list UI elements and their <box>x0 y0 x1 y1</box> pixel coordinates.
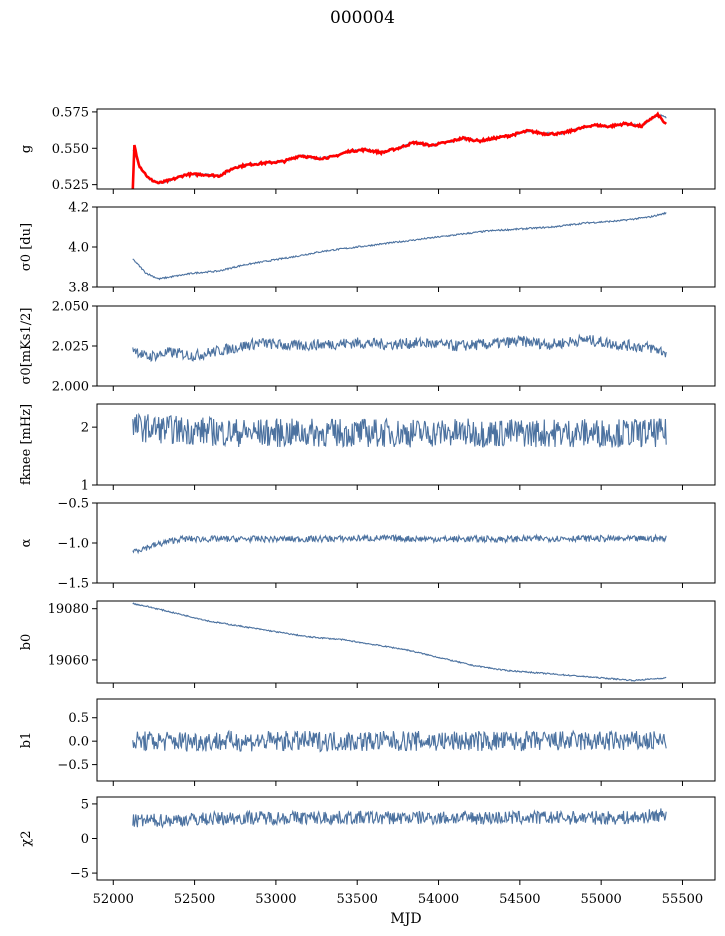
series-line-8-1 <box>132 808 667 829</box>
panel-6: 19060 19080 b0 <box>19 600 716 688</box>
panel-3: 2.000 2.025 2.050 σ0[mKs1/2] <box>19 300 716 395</box>
y-tick-label-3-2: 2.025 <box>52 340 89 355</box>
x-axis-label: MJD <box>390 911 421 927</box>
y-tick-label-5-2: −1.0 <box>57 537 89 552</box>
y-axis-label-5: α <box>19 538 34 547</box>
series-line-7-1 <box>132 729 667 753</box>
y-tick-label-5-1: −1.5 <box>57 577 89 592</box>
y-tick-label-6-2: 19080 <box>48 602 89 617</box>
x-tick-label-7: 55000 <box>580 892 621 907</box>
y-tick-label-5-3: −0.5 <box>57 497 89 512</box>
y-tick-label-3-1: 2.000 <box>52 380 89 395</box>
y-tick-label-6-1: 19060 <box>48 653 89 668</box>
series-line-6-1 <box>132 602 667 682</box>
y-tick-label-4-1: 1 <box>81 479 89 494</box>
series-line-5-1 <box>132 533 667 555</box>
y-tick-label-3-3: 2.050 <box>52 300 89 315</box>
series-line-4-1 <box>132 412 667 449</box>
y-tick-label-2-3: 4.2 <box>68 201 89 216</box>
x-tick-label-4: 53500 <box>337 892 378 907</box>
panel-5: −1.5 −1.0 −0.5 α <box>19 497 716 592</box>
y-axis-label-6: b0 <box>19 634 34 651</box>
x-tick-label-2: 52500 <box>174 892 215 907</box>
y-axis-label-7: b1 <box>19 732 34 749</box>
panel-1: 0.525 0.550 0.575 g <box>19 105 716 194</box>
figure-title: 000004 <box>330 8 395 28</box>
x-tick-label-6: 54500 <box>499 892 540 907</box>
y-tick-label-8-2: 0 <box>81 832 89 847</box>
x-tick-label-5: 54000 <box>418 892 459 907</box>
axes-frame-6 <box>96 600 716 684</box>
y-axis-label-3: σ0[mKs1/2] <box>19 308 34 385</box>
series-line-3-1 <box>132 333 667 363</box>
y-tick-label-1-2: 0.550 <box>52 142 89 157</box>
panel-4: 1 2 fknee [mHz] <box>19 403 716 494</box>
y-tick-label-8-1: −5 <box>70 867 89 882</box>
y-tick-label-7-2: 0.0 <box>68 735 89 750</box>
y-axis-label-1: g <box>19 145 34 153</box>
x-tick-label-1: 52000 <box>93 892 134 907</box>
y-tick-label-7-3: 0.5 <box>68 711 89 726</box>
y-tick-label-4-2: 2 <box>81 421 89 436</box>
y-tick-label-1-3: 0.575 <box>52 105 89 120</box>
x-tick-label-3: 53000 <box>255 892 296 907</box>
series-line-2-1 <box>132 211 667 281</box>
y-axis-label-2: σ0 [du] <box>19 223 34 271</box>
y-tick-label-1-1: 0.525 <box>52 178 89 193</box>
y-axis-label-8: χ2 <box>19 830 34 846</box>
y-tick-label-2-2: 4.0 <box>68 241 89 256</box>
axes-frame-7 <box>96 698 716 782</box>
axes-frame-5 <box>96 502 716 584</box>
y-tick-label-2-1: 3.8 <box>68 281 89 296</box>
panel-2: 3.8 4.0 4.2 σ0 [du] <box>19 201 716 296</box>
fit-line <box>131 111 668 190</box>
axes-frame-8 <box>96 796 716 881</box>
axes-frame-1 <box>96 108 716 190</box>
y-tick-label-8-3: 5 <box>81 797 89 812</box>
x-tick-label-8: 55500 <box>662 892 703 907</box>
y-axis-label-4: fknee [mHz] <box>19 404 34 485</box>
panel-7: −0.5 0.0 0.5 b1 <box>19 698 716 786</box>
y-tick-label-7-1: −0.5 <box>57 758 89 773</box>
panel-8: −5 0 5 χ2 <box>19 796 716 885</box>
axes-frame-4 <box>96 403 716 486</box>
axes-frame-2 <box>96 206 716 288</box>
